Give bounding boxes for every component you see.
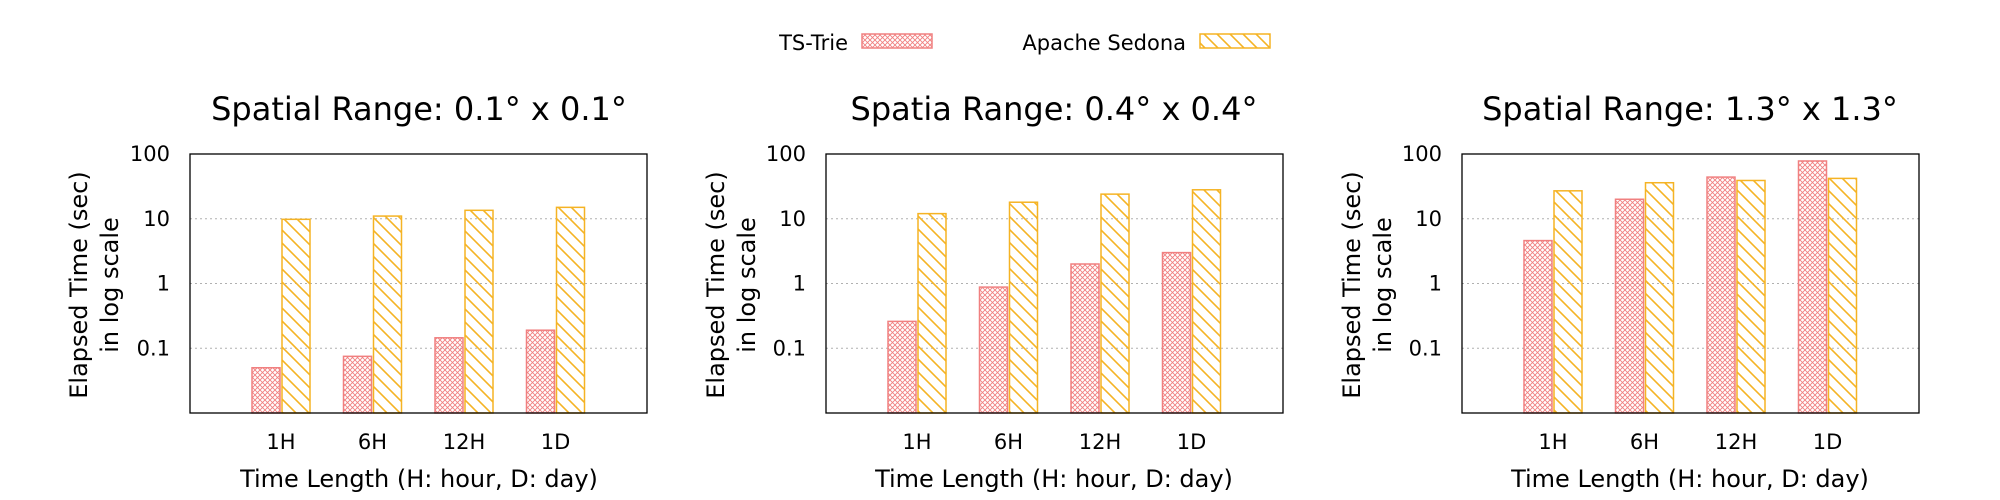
- bar-apache-sedona-1h: [281, 218, 311, 414]
- y-tick-labels: 100 10 1 0.1: [766, 142, 806, 360]
- plot-frame: [825, 153, 1284, 414]
- bar-ts-trie-1h: [887, 320, 917, 414]
- x-tick-label: 12H: [443, 430, 486, 454]
- bar-ts-trie-6h: [978, 286, 1009, 414]
- bar-apache-sedona-6h: [1644, 181, 1675, 414]
- y-axis-label-line-1: Elapsed Time (sec): [702, 171, 730, 398]
- legend-label-apache-sedona: Apache Sedona: [1022, 31, 1186, 55]
- bar-apache-sedona-6h: [372, 215, 403, 414]
- y-axis-label-line-2: in log scale: [1369, 217, 1397, 353]
- y-tick-label: 1: [157, 272, 170, 296]
- x-axis-label: Time Length (H: hour, D: day): [874, 465, 1233, 493]
- legend-label-ts-trie: TS-Trie: [778, 31, 848, 55]
- bar-ts-trie-1d: [1797, 160, 1828, 414]
- chart-panel-3: Spatial Range: 1.3° x 1.3° Elapsed Time …: [1338, 90, 1920, 493]
- plot-frame: [189, 153, 648, 414]
- legend-swatch-ts-trie: [861, 33, 933, 49]
- bars: [887, 189, 1222, 414]
- bar-ts-trie-12h: [434, 337, 464, 414]
- y-tick-label: 1: [793, 272, 806, 296]
- chart-title: Spatial Range: 1.3° x 1.3°: [1482, 90, 1898, 128]
- x-tick-label: 1H: [266, 430, 295, 454]
- bar-ts-trie-1h: [251, 366, 281, 414]
- x-tick-label: 1H: [1538, 430, 1567, 454]
- bar-ts-trie-1h: [1523, 239, 1553, 414]
- x-tick-labels: 1H 6H 12H 1D: [902, 430, 1206, 454]
- bar-apache-sedona-12h: [464, 209, 494, 414]
- bar-apache-sedona-12h: [1100, 193, 1130, 414]
- y-tick-label: 100: [1402, 142, 1442, 166]
- y-axis-label-line-2: in log scale: [96, 217, 124, 353]
- bars: [1523, 160, 1858, 414]
- y-axis-label-line-1: Elapsed Time (sec): [65, 171, 93, 398]
- bar-ts-trie-12h: [1070, 263, 1100, 414]
- bar-ts-trie-6h: [1614, 198, 1645, 414]
- x-tick-label: 1H: [902, 430, 931, 454]
- y-tick-labels: 100 10 1 0.1: [1402, 142, 1442, 360]
- y-tick-label: 10: [1415, 207, 1442, 231]
- x-tick-label: 6H: [1630, 430, 1659, 454]
- x-axis-label: Time Length (H: hour, D: day): [239, 465, 598, 493]
- bar-apache-sedona-1d: [555, 206, 586, 414]
- bar-ts-trie-12h: [1706, 176, 1736, 414]
- bar-apache-sedona-12h: [1736, 179, 1766, 414]
- bar-apache-sedona-6h: [1008, 201, 1039, 414]
- y-axis-label-line-2: in log scale: [733, 217, 761, 353]
- y-tick-label: 10: [779, 207, 806, 231]
- x-axis-label: Time Length (H: hour, D: day): [1510, 465, 1869, 493]
- y-tick-label: 0.1: [137, 336, 170, 360]
- bar-ts-trie-6h: [342, 355, 373, 414]
- chart-title: Spatia Range: 0.4° x 0.4°: [851, 90, 1258, 128]
- chart-panel-2: Spatia Range: 0.4° x 0.4° Elapsed Time (…: [702, 90, 1284, 493]
- y-tick-label: 0.1: [773, 336, 806, 360]
- chart-title: Spatial Range: 0.1° x 0.1°: [211, 90, 627, 128]
- bar-ts-trie-1d: [1161, 251, 1192, 414]
- x-tick-label: 1D: [1813, 430, 1843, 454]
- legend: TS-Trie Apache Sedona: [778, 31, 1271, 55]
- y-tick-label: 0.1: [1409, 336, 1442, 360]
- y-tick-labels: 100 10 1 0.1: [130, 142, 170, 360]
- bars: [251, 206, 586, 414]
- bar-apache-sedona-1d: [1827, 177, 1858, 414]
- plot-frame: [1461, 153, 1920, 414]
- bar-apache-sedona-1d: [1191, 189, 1222, 414]
- x-tick-labels: 1H 6H 12H 1D: [1538, 430, 1842, 454]
- x-tick-label: 6H: [994, 430, 1023, 454]
- bar-ts-trie-1d: [525, 329, 556, 414]
- bar-apache-sedona-1h: [917, 212, 947, 414]
- x-tick-label: 1D: [1177, 430, 1207, 454]
- x-tick-label: 1D: [541, 430, 571, 454]
- x-tick-label: 6H: [358, 430, 387, 454]
- x-tick-labels: 1H 6H 12H 1D: [266, 430, 570, 454]
- x-tick-label: 12H: [1079, 430, 1122, 454]
- y-tick-label: 10: [143, 207, 170, 231]
- y-axis-label-line-1: Elapsed Time (sec): [1338, 171, 1366, 398]
- legend-swatch-apache-sedona: [1199, 33, 1271, 49]
- y-tick-label: 1: [1429, 272, 1442, 296]
- x-tick-label: 12H: [1715, 430, 1758, 454]
- y-tick-label: 100: [766, 142, 806, 166]
- y-tick-label: 100: [130, 142, 170, 166]
- chart-panel-1: Spatial Range: 0.1° x 0.1° Elapsed Time …: [65, 90, 648, 493]
- bar-apache-sedona-1h: [1553, 190, 1583, 414]
